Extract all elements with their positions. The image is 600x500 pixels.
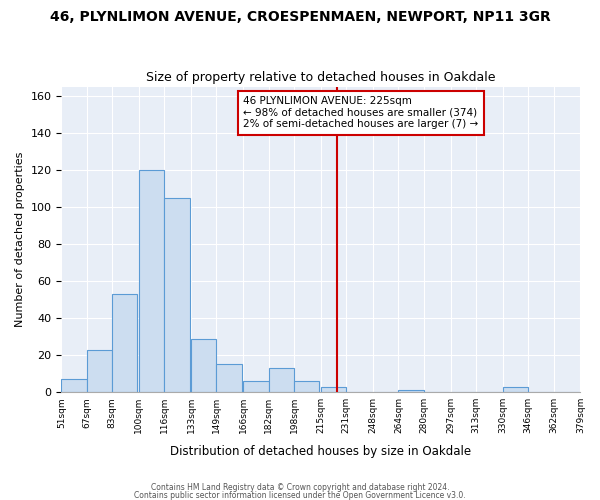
Bar xyxy=(294,381,319,392)
Title: Size of property relative to detached houses in Oakdale: Size of property relative to detached ho… xyxy=(146,72,496,85)
Bar xyxy=(503,386,528,392)
Bar xyxy=(321,386,346,392)
Text: Contains HM Land Registry data © Crown copyright and database right 2024.: Contains HM Land Registry data © Crown c… xyxy=(151,484,449,492)
Bar xyxy=(217,364,242,392)
Text: Contains public sector information licensed under the Open Government Licence v3: Contains public sector information licen… xyxy=(134,490,466,500)
Bar xyxy=(61,379,87,392)
Bar xyxy=(164,198,190,392)
Bar xyxy=(398,390,424,392)
X-axis label: Distribution of detached houses by size in Oakdale: Distribution of detached houses by size … xyxy=(170,444,472,458)
Text: 46 PLYNLIMON AVENUE: 225sqm
← 98% of detached houses are smaller (374)
2% of sem: 46 PLYNLIMON AVENUE: 225sqm ← 98% of det… xyxy=(243,96,478,130)
Text: 46, PLYNLIMON AVENUE, CROESPENMAEN, NEWPORT, NP11 3GR: 46, PLYNLIMON AVENUE, CROESPENMAEN, NEWP… xyxy=(50,10,550,24)
Bar xyxy=(191,338,217,392)
Bar xyxy=(269,368,294,392)
Bar xyxy=(112,294,137,392)
Bar xyxy=(139,170,164,392)
Bar xyxy=(87,350,112,392)
Y-axis label: Number of detached properties: Number of detached properties xyxy=(15,152,25,328)
Bar xyxy=(244,381,269,392)
